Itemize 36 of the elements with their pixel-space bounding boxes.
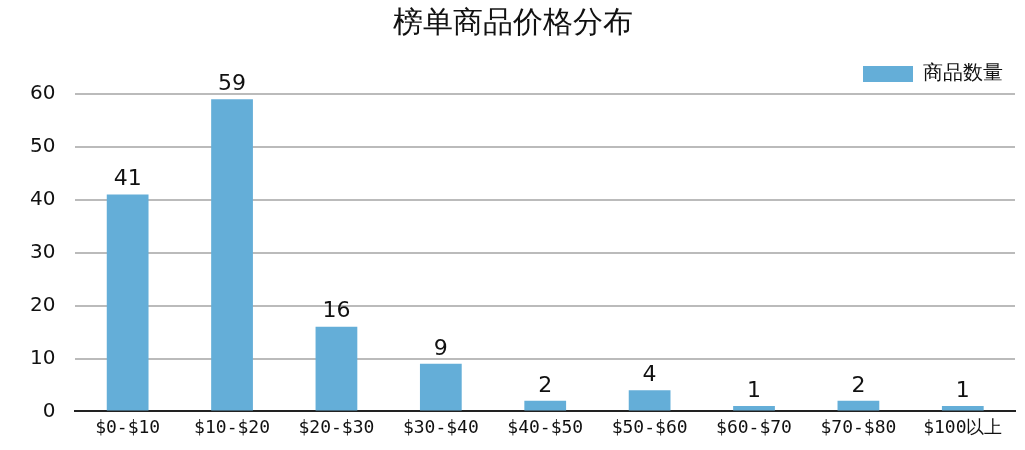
x-tick-label: $100以上 xyxy=(923,415,1003,437)
data-label: 16 xyxy=(322,297,351,323)
data-label: 1 xyxy=(747,376,762,402)
y-tick-label: 50 xyxy=(30,133,56,158)
bar xyxy=(315,326,358,411)
y-tick-label: 60 xyxy=(30,80,56,105)
x-tick-label: $0-$10 xyxy=(95,415,161,437)
data-label: 2 xyxy=(538,371,553,397)
x-tick-label: $50-$60 xyxy=(611,415,688,437)
bar xyxy=(733,406,775,411)
data-label: 4 xyxy=(642,360,657,386)
y-tick-label: 10 xyxy=(30,344,56,369)
x-tick-label: $60-$70 xyxy=(716,415,792,437)
legend-label: 商品数量 xyxy=(923,60,1003,85)
bar xyxy=(419,363,462,411)
bar xyxy=(211,99,253,411)
bar xyxy=(837,400,880,411)
y-tick-label: 0 xyxy=(42,397,56,422)
data-label: 2 xyxy=(851,371,866,397)
y-tick-label: 40 xyxy=(30,186,56,210)
x-tick-label: $10-$20 xyxy=(194,415,270,437)
data-label: 9 xyxy=(433,334,448,360)
data-label: 1 xyxy=(955,376,970,402)
x-tick-label: $40-$50 xyxy=(507,415,584,437)
x-tick-label: $70-$80 xyxy=(820,415,897,437)
data-label: 41 xyxy=(113,165,142,191)
bar xyxy=(524,400,567,411)
x-tick-label: $30-$40 xyxy=(402,415,479,437)
chart-title: 榜单商品价格分布 xyxy=(392,3,633,39)
x-tick-label: $20-$30 xyxy=(298,415,375,437)
y-tick-label: 30 xyxy=(30,238,56,263)
bar xyxy=(941,406,984,411)
bar xyxy=(106,194,149,411)
data-label: 59 xyxy=(218,70,247,96)
bar xyxy=(628,390,671,411)
y-tick-label: 20 xyxy=(30,291,56,316)
